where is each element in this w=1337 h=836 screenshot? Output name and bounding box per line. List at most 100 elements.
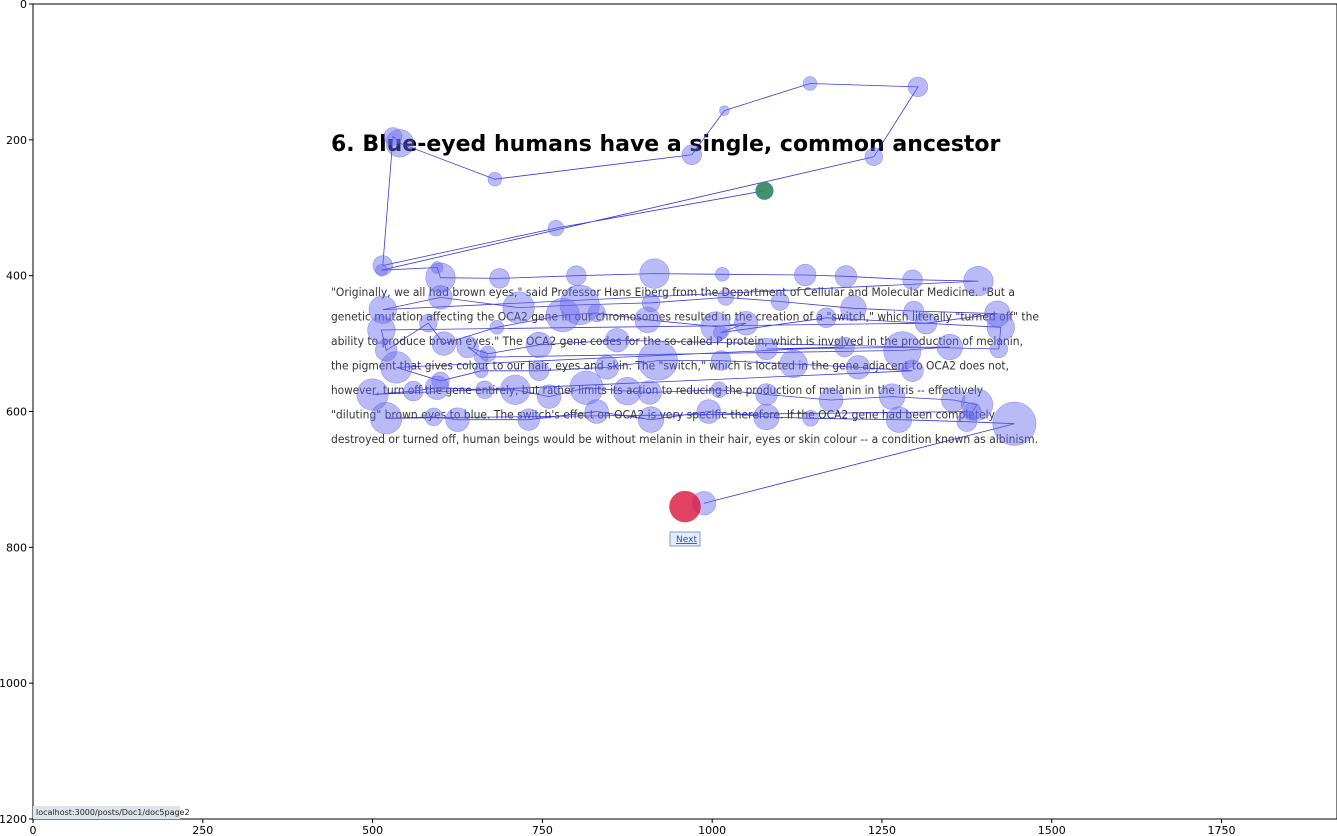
fixation-point (963, 266, 994, 297)
fixation-point (525, 331, 553, 359)
fixation-point (960, 388, 994, 421)
fixation-point (594, 355, 620, 380)
fixation-point (700, 311, 731, 342)
fixation-point (710, 381, 728, 398)
fixation-point (637, 340, 678, 381)
scanpath-line (372, 83, 1015, 504)
fixation-point (713, 325, 728, 340)
next-button[interactable]: Next (669, 531, 701, 547)
fixation-point (901, 359, 924, 382)
fixation-point (840, 295, 867, 322)
fixation-point (879, 383, 906, 410)
scanpath-lines (372, 83, 1015, 504)
x-tick-label: 250 (192, 824, 213, 836)
fixation-point (914, 312, 938, 335)
fixation-point (779, 349, 808, 379)
fixation-points (356, 76, 1037, 523)
fixation-point (907, 76, 929, 98)
fixation-point (474, 363, 489, 378)
fixation-point (370, 402, 403, 435)
y-axis: 0 200 400 600 800 1000 1200 (0, 0, 33, 826)
fixation-point (545, 298, 580, 333)
x-tick-label: 1750 (1208, 824, 1236, 836)
page-title: 6. Blue-eyed humans have a single, commo… (331, 132, 1001, 157)
fixation-point (424, 375, 450, 400)
fixation-point (569, 370, 604, 405)
fixation-point (902, 269, 923, 290)
fixation-point (547, 219, 565, 237)
fixation-point (710, 350, 732, 371)
fixation-point (428, 285, 453, 310)
fixation-point (637, 406, 665, 433)
fixation-point (637, 380, 662, 405)
fixation-point (604, 328, 630, 353)
fixation-point (383, 127, 403, 146)
fixation-point (587, 303, 606, 323)
fixation-point (846, 355, 871, 380)
y-tick-label: 800 (6, 541, 27, 554)
y-tick-label: 200 (6, 134, 27, 147)
x-tick-label: 1000 (698, 824, 726, 836)
fixation-point (903, 300, 925, 322)
fixation-point (584, 399, 609, 424)
fixation-point (489, 320, 505, 335)
fixation-point (431, 371, 450, 391)
fixation-point (936, 333, 963, 361)
fixation-point (375, 339, 398, 362)
fixation-point (487, 172, 503, 187)
fixation-point (639, 258, 670, 289)
y-tick-label: 1000 (0, 677, 27, 690)
paragraph-line: destroyed or turned off, human beings wo… (331, 433, 1038, 446)
fixation-point (489, 268, 510, 289)
fixation-point (755, 337, 778, 361)
fixation-point (941, 387, 966, 413)
fixation-point (734, 311, 759, 336)
next-button-label[interactable]: Next (676, 535, 697, 545)
fixation-point (424, 407, 443, 427)
fixation-point (375, 264, 388, 277)
end-fixation-point (669, 490, 701, 523)
fixation-point (368, 295, 397, 324)
fixation-point (517, 408, 540, 431)
fixation-point (475, 380, 494, 399)
fixation-point (956, 411, 978, 432)
fixation-point (613, 377, 642, 406)
fixation-point (681, 144, 702, 165)
x-tick-label: 750 (532, 824, 553, 836)
fixation-point (566, 265, 587, 286)
fixation-point (755, 383, 778, 406)
fixation-point (802, 76, 818, 91)
fixation-point (834, 265, 858, 288)
fixation-point (367, 315, 396, 345)
fixation-point (717, 289, 734, 306)
fixation-point (528, 360, 550, 381)
start-fixation-point (755, 181, 774, 200)
x-tick-label: 1250 (868, 824, 896, 836)
status-bar: localhost:3000/posts/Doc1/doc5page2 (33, 806, 190, 819)
fixation-point (445, 407, 470, 432)
y-tick-label: 0 (20, 0, 27, 11)
fixation-point (719, 105, 730, 116)
next-button-box[interactable] (669, 531, 701, 547)
fixation-point (794, 263, 817, 287)
fixation-point (425, 262, 456, 293)
plot-frame (32, 3, 1337, 820)
fixation-point (419, 314, 438, 333)
fixation-point (753, 403, 780, 431)
fixation-point (696, 399, 721, 424)
fixation-point (802, 410, 819, 427)
fixation-point (431, 331, 457, 356)
fixation-point (385, 129, 414, 158)
y-tick-label: 600 (6, 406, 27, 419)
fixation-point (380, 351, 413, 384)
x-tick-label: 500 (362, 824, 383, 836)
fixation-point (963, 402, 982, 421)
fixation-point (479, 345, 497, 362)
fixation-point (502, 291, 535, 324)
fixation-point (634, 306, 661, 333)
fixation-point (770, 292, 790, 311)
status-bar-bg (33, 806, 180, 819)
paragraph-line: genetic mutation affecting the OCA2 gene… (331, 311, 1039, 324)
x-tick-label: 0 (30, 824, 37, 836)
